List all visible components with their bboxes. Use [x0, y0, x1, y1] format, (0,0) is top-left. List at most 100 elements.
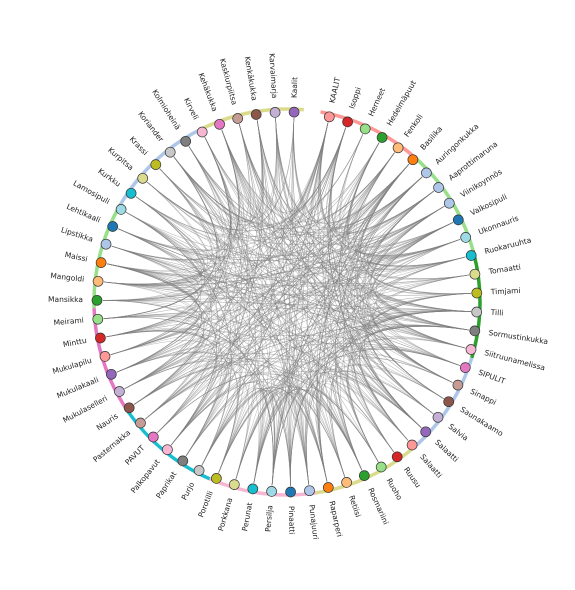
node-circle	[465, 344, 477, 355]
edge	[144, 164, 410, 420]
node-label: Ruusu	[402, 465, 423, 489]
node-label: Kurpitsa	[106, 145, 135, 172]
node-label: Siitruunamelissa	[483, 348, 546, 372]
edge	[347, 142, 466, 268]
edge	[106, 263, 217, 446]
group-arc	[208, 477, 317, 497]
edge	[124, 293, 471, 389]
edge	[102, 300, 274, 486]
edge	[347, 337, 466, 462]
edge	[289, 118, 295, 487]
node-label: Porkkana	[216, 497, 234, 533]
node-label: Kurkku	[96, 167, 122, 189]
edge	[313, 122, 363, 471]
edge	[204, 137, 422, 428]
edge	[135, 134, 364, 238]
node-circle	[92, 275, 104, 287]
edge	[118, 228, 466, 349]
node-label: Herneet	[366, 87, 387, 118]
node-circle	[125, 187, 137, 199]
node-label: Salvia	[447, 422, 470, 443]
edge	[328, 134, 379, 462]
node-label: Sormustinkukka	[488, 328, 549, 346]
edge	[235, 206, 445, 479]
edge	[239, 124, 434, 414]
node-circle	[100, 238, 112, 250]
node-label: Timjami	[490, 286, 521, 296]
node-label: Retiisi	[347, 494, 363, 518]
node-label: KAALIT	[328, 76, 343, 104]
node-circle	[250, 109, 262, 120]
edge	[104, 137, 231, 285]
edge	[370, 206, 466, 349]
node-circle	[358, 470, 370, 481]
edge	[159, 168, 466, 349]
node-markers	[91, 106, 483, 498]
edge	[126, 212, 291, 487]
group-arc	[320, 110, 418, 161]
edge	[159, 168, 363, 471]
node-circle	[164, 146, 176, 158]
edge	[106, 239, 461, 279]
edge	[106, 330, 230, 466]
node-circle	[105, 368, 117, 380]
node-label: Tomaatti	[487, 262, 521, 276]
node-circle	[432, 411, 444, 423]
node-label: Karvaimarja	[267, 53, 279, 99]
edge	[275, 118, 422, 428]
edge	[159, 168, 310, 485]
node-label: Kirveli	[182, 96, 200, 121]
edge	[188, 146, 471, 312]
node-label: Sinappi	[469, 387, 498, 407]
edge	[256, 120, 423, 229]
edge	[253, 392, 277, 486]
node-circle	[196, 126, 208, 138]
node-label: Fenkoli	[402, 112, 425, 138]
edge	[173, 156, 445, 245]
node-circle	[147, 431, 159, 443]
node-circle	[323, 111, 335, 123]
edge	[201, 127, 346, 466]
edge	[256, 120, 466, 267]
edge	[104, 281, 469, 331]
edge	[116, 274, 470, 373]
node-circle	[465, 250, 477, 261]
node-circle	[214, 118, 225, 130]
edge	[104, 164, 410, 285]
node-label: Koriander	[136, 110, 166, 145]
node-circle	[421, 167, 432, 179]
edge	[275, 118, 291, 487]
edge	[147, 181, 453, 383]
node-circle	[232, 113, 244, 124]
node-circle	[269, 107, 281, 118]
edge	[157, 127, 346, 433]
edge	[173, 152, 395, 229]
node-circle	[433, 182, 444, 193]
node-label: Basilika	[418, 124, 444, 151]
edge	[201, 385, 250, 473]
edge	[185, 380, 242, 466]
node-circle	[266, 486, 277, 497]
edge	[144, 274, 470, 420]
edge	[290, 357, 453, 487]
edge	[170, 325, 469, 446]
edge	[204, 137, 434, 236]
node-label: Palkopavut	[129, 457, 162, 495]
edge	[103, 317, 291, 487]
node-label: Mangoldi	[50, 271, 85, 284]
edge	[106, 122, 329, 338]
node-circle	[452, 214, 464, 226]
edge	[111, 245, 394, 453]
node-circle	[288, 106, 300, 118]
edge	[367, 274, 470, 414]
node-circle	[137, 172, 149, 184]
node-label: Porotilli	[196, 490, 215, 519]
node-circle	[469, 325, 481, 337]
edge	[275, 118, 469, 331]
node-label: Persilja	[263, 505, 274, 532]
node-circle	[228, 479, 240, 490]
edge	[106, 245, 199, 280]
edge	[188, 146, 275, 486]
edge	[170, 152, 395, 446]
group-arc	[197, 107, 304, 133]
